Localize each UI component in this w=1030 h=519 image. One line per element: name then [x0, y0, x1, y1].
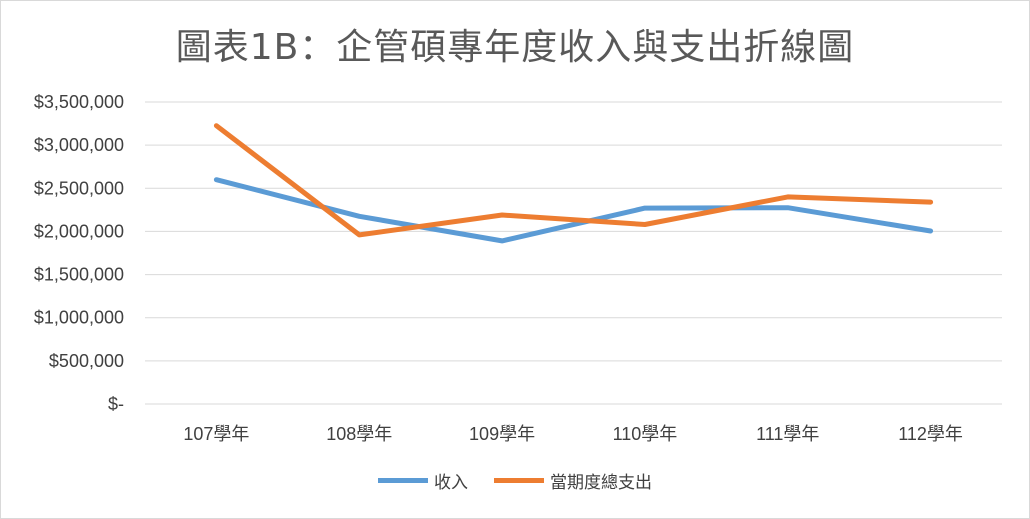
x-tick-label: 111學年	[756, 424, 819, 444]
x-tick-label: 110學年	[613, 424, 678, 444]
legend: 收入 當期度總支出	[0, 468, 1030, 493]
y-tick-label: $2,000,000	[34, 221, 124, 241]
x-tick-label: 109學年	[469, 424, 535, 444]
legend-swatch-expense	[494, 478, 544, 483]
legend-item-income: 收入	[378, 468, 468, 493]
legend-item-expense: 當期度總支出	[494, 468, 652, 493]
y-tick-label: $3,500,000	[34, 92, 124, 112]
y-tick-label: $-	[108, 394, 124, 414]
y-tick-label: $2,500,000	[34, 178, 124, 198]
x-tick-label: 108學年	[326, 424, 392, 444]
x-tick-label: 107學年	[183, 424, 249, 444]
legend-label-income: 收入	[434, 473, 468, 493]
series-line-income	[213, 177, 934, 244]
y-tick-label: $500,000	[49, 351, 124, 371]
legend-swatch-income	[378, 478, 428, 483]
y-tick-label: $1,500,000	[34, 265, 124, 285]
series-line-expense	[213, 123, 934, 238]
y-tick-label: $3,000,000	[34, 135, 124, 155]
x-tick-label: 112學年	[898, 424, 963, 444]
y-tick-label: $1,000,000	[34, 308, 124, 328]
chart-title: 圖表1B：企管碩專年度收入與支出折線圖	[175, 27, 855, 68]
legend-label-expense: 當期度總支出	[550, 473, 652, 493]
